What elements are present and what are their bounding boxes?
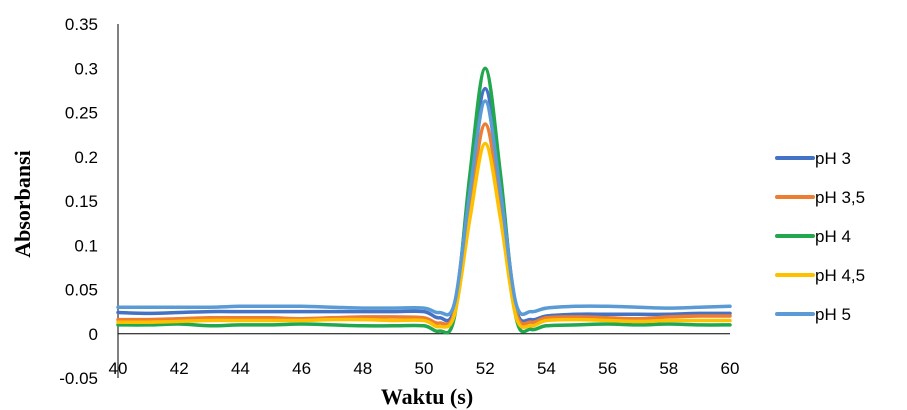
x-tick-label: 52 xyxy=(476,359,495,378)
legend-label: pH 5 xyxy=(815,305,851,324)
series-lines xyxy=(116,66,732,335)
x-tick-label: 42 xyxy=(170,359,189,378)
y-tick-label: -0.05 xyxy=(59,369,98,388)
x-axis-title: Waktu (s) xyxy=(381,384,473,409)
x-tick-label: 56 xyxy=(598,359,617,378)
x-tick-label: 44 xyxy=(231,359,250,378)
y-tick-label: 0.2 xyxy=(74,148,98,167)
x-axis-ticks: 40 42 44 46 48 50 52 54 56 58 60 xyxy=(109,359,740,378)
series-line-1 xyxy=(116,86,732,324)
legend: pH 3 pH 3,5 pH 4 pH 4,5 pH 5 xyxy=(775,149,865,324)
y-tick-label: 0 xyxy=(89,325,98,344)
legend-label: pH 4 xyxy=(815,227,851,246)
series-line-4 xyxy=(116,141,732,330)
y-tick-label: 0.1 xyxy=(74,236,98,255)
y-tick-label: 0.3 xyxy=(74,59,98,78)
x-tick-label: 58 xyxy=(659,359,678,378)
y-tick-label: 0.15 xyxy=(65,192,98,211)
legend-label: pH 4,5 xyxy=(815,266,865,285)
x-tick-label: 54 xyxy=(537,359,556,378)
legend-label: pH 3 xyxy=(815,149,851,168)
x-tick-label: 50 xyxy=(415,359,434,378)
y-tick-label: 0.25 xyxy=(65,104,98,123)
series-line-2 xyxy=(116,122,732,327)
y-tick-label: 0.35 xyxy=(65,15,98,34)
legend-label: pH 3,5 xyxy=(815,188,865,207)
x-tick-label: 60 xyxy=(721,359,740,378)
y-axis-title: Absorbansi xyxy=(10,150,35,258)
y-axis-ticks: -0.05 0 0.05 0.1 0.15 0.2 0.25 0.3 0.35 xyxy=(59,15,98,388)
x-tick-label: 46 xyxy=(292,359,311,378)
x-tick-label: 48 xyxy=(353,359,372,378)
y-tick-label: 0.05 xyxy=(65,281,98,300)
series-line-5 xyxy=(116,99,732,317)
series-line-3 xyxy=(116,66,732,335)
